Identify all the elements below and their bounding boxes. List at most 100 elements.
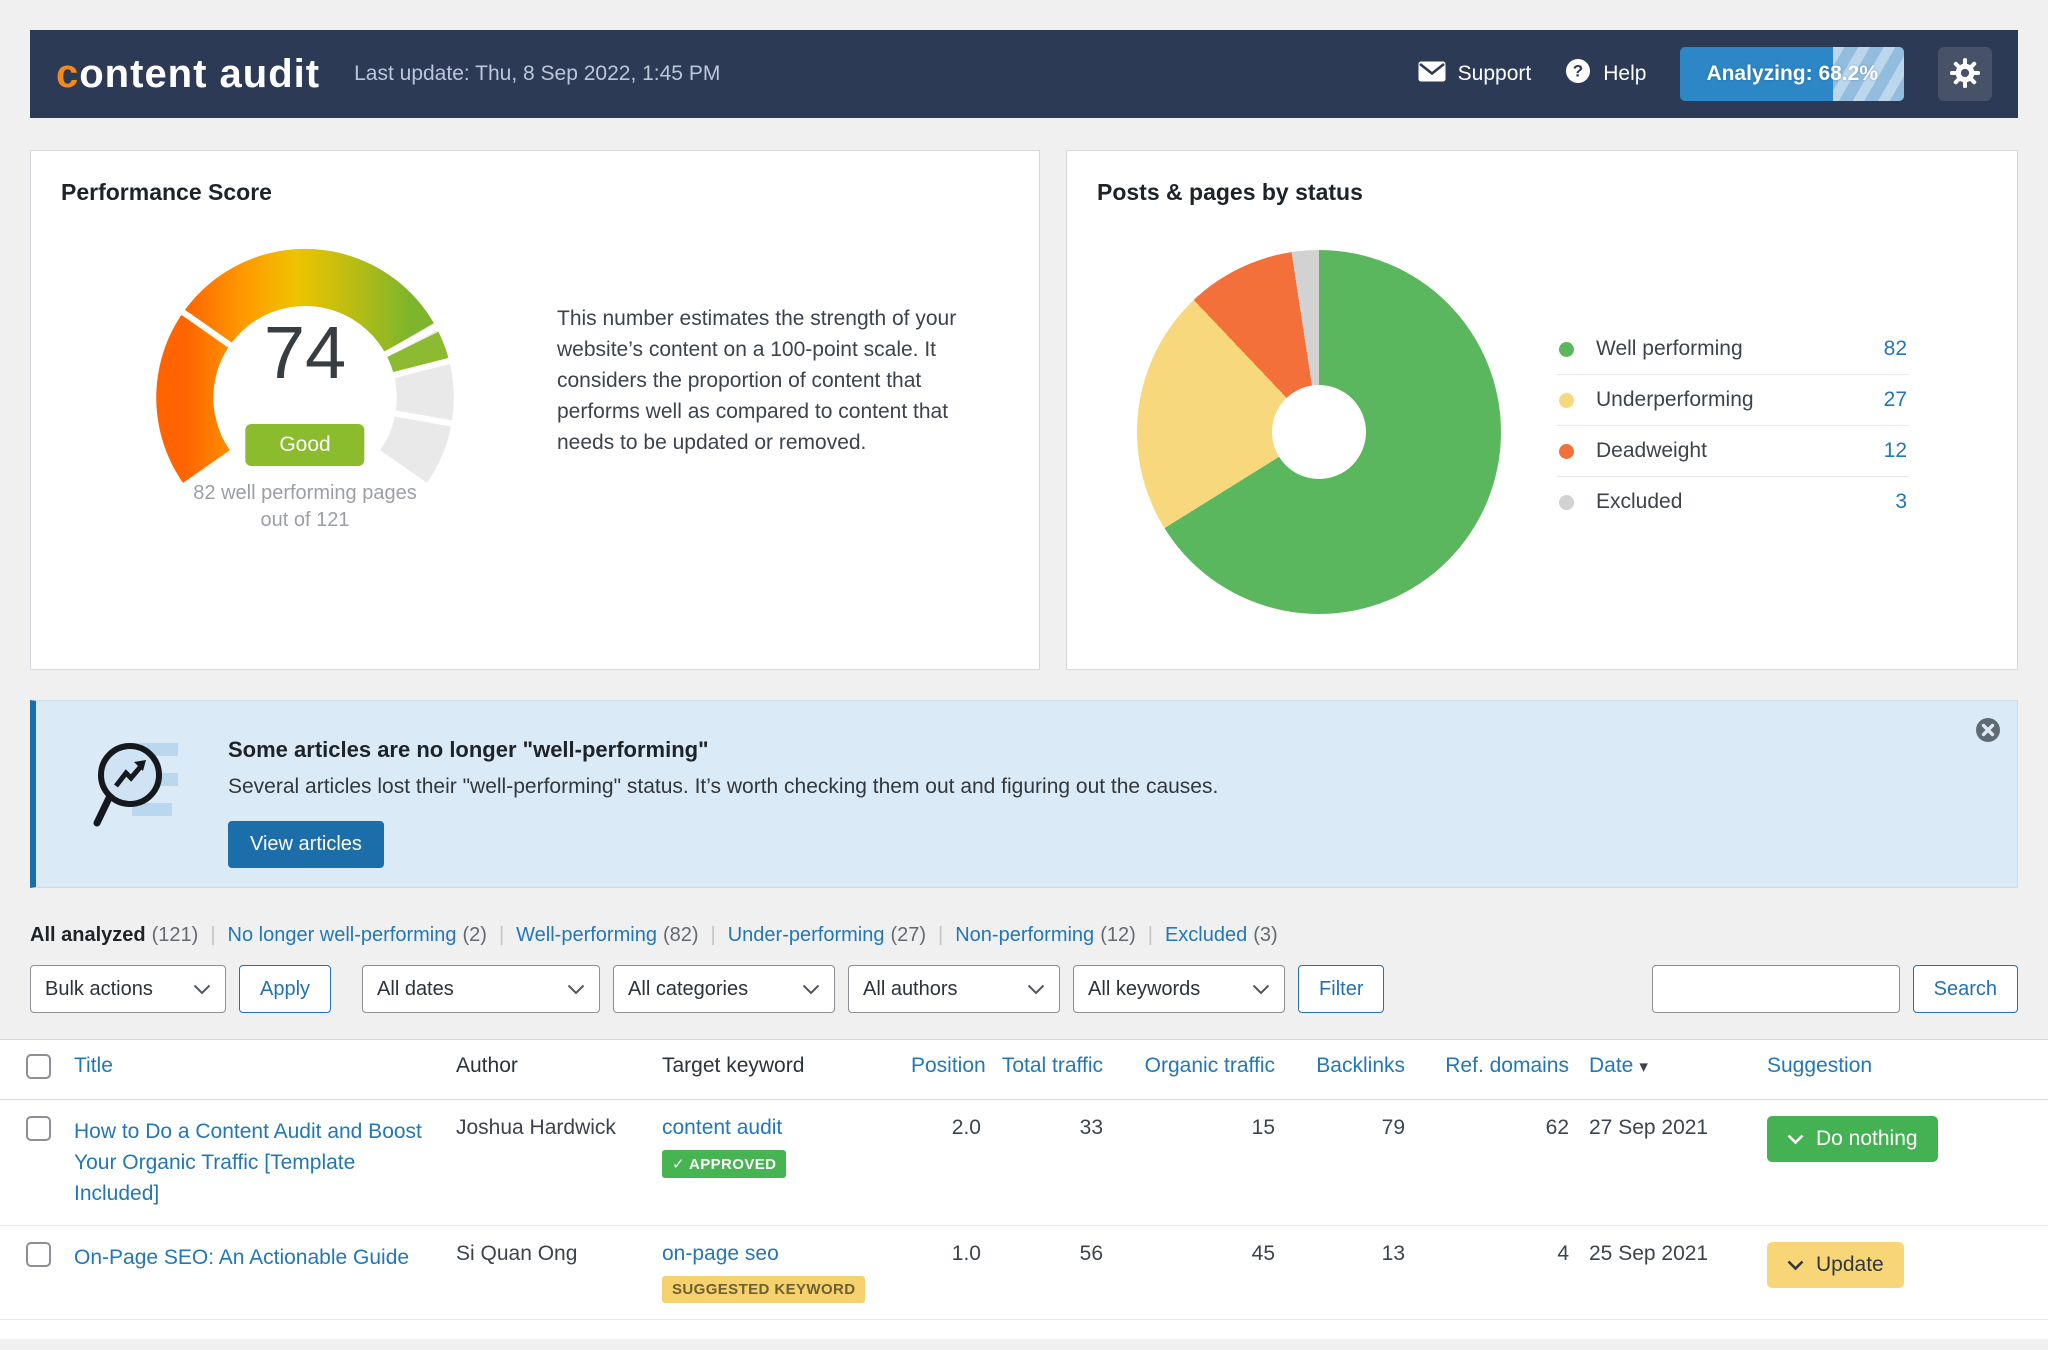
legend-label: Well performing <box>1596 337 1743 360</box>
analyzing-progress-button[interactable]: Analyzing: 68.2% <box>1680 47 1904 101</box>
column-header-title[interactable]: Title <box>74 1054 113 1077</box>
suggestion-update-button[interactable]: Update <box>1767 1242 1904 1288</box>
search-input[interactable] <box>1651 965 1900 1013</box>
underperforming-dot-icon <box>1559 392 1574 408</box>
row-checkbox[interactable] <box>26 1242 51 1267</box>
suggested-keyword-badge: SUGGESTED KEYWORD <box>662 1276 866 1303</box>
question-circle-icon: ? <box>1565 58 1591 90</box>
chevron-down-icon <box>786 978 820 1001</box>
column-header-organic-traffic[interactable]: Organic traffic <box>1144 1054 1275 1077</box>
gauge-rating-badge: Good <box>245 424 365 466</box>
all-authors-select[interactable]: All authors <box>848 965 1061 1013</box>
filter-button[interactable]: Filter <box>1298 965 1385 1013</box>
apply-button[interactable]: Apply <box>239 965 332 1013</box>
legend-row-underperforming[interactable]: Underperforming 27 <box>1557 375 1909 426</box>
ref-domains-cell: 62 <box>1545 1116 1569 1139</box>
organic-traffic-cell: 15 <box>1251 1116 1275 1139</box>
top-bar: content audit Last update: Thu, 8 Sep 20… <box>30 30 2018 118</box>
date-cell: 25 Sep 2021 <box>1589 1242 1709 1265</box>
column-header-date[interactable]: Date ▾ <box>1589 1054 1648 1077</box>
column-header-target-keyword: Target keyword <box>662 1054 805 1077</box>
legend-value-link[interactable]: 82 <box>1883 337 1907 360</box>
magnifier-trend-icon <box>92 735 184 887</box>
all-categories-select[interactable]: All categories <box>613 965 836 1013</box>
author-cell: Joshua Hardwick <box>456 1116 616 1139</box>
app-logo: content audit <box>56 52 320 97</box>
view-articles-button[interactable]: View articles <box>228 821 384 868</box>
table-row: How to Do a Content Audit and Boost Your… <box>0 1100 2048 1226</box>
column-header-total-traffic[interactable]: Total traffic <box>1001 1054 1103 1077</box>
banner-close-button[interactable] <box>1975 717 2001 743</box>
legend-value-link[interactable]: 27 <box>1883 388 1907 411</box>
banner-body: Several articles lost their "well-perfor… <box>228 775 1219 798</box>
sort-desc-icon: ▾ <box>1639 1057 1648 1076</box>
column-header-ref-domains[interactable]: Ref. domains <box>1445 1054 1569 1077</box>
all-dates-select[interactable]: All dates <box>362 965 601 1013</box>
settings-button[interactable] <box>1938 47 1992 101</box>
gauge-chart <box>156 248 462 483</box>
author-cell: Si Quan Ong <box>456 1242 578 1265</box>
banner-content: Some articles are no longer "well-perfor… <box>228 737 1218 887</box>
legend-label: Excluded <box>1596 490 1683 513</box>
banner-title: Some articles are no longer "well-perfor… <box>228 737 709 762</box>
legend-row-deadweight[interactable]: Deadweight 12 <box>1557 426 1909 477</box>
status-filter-links: All analyzed(121) No longer well-perform… <box>30 924 2018 947</box>
target-keyword-link[interactable]: content audit <box>662 1116 783 1139</box>
article-title-link[interactable]: On-Page SEO: An Actionable Guide <box>74 1246 410 1269</box>
suggestion-do-nothing-button[interactable]: Do nothing <box>1767 1116 1938 1162</box>
search-button[interactable]: Search <box>1912 965 2018 1013</box>
deadweight-dot-icon <box>1559 443 1574 459</box>
gauge-fill <box>156 248 434 483</box>
column-header-backlinks[interactable]: Backlinks <box>1316 1054 1405 1077</box>
filter-excluded[interactable]: Excluded (3) <box>1164 924 1278 946</box>
articles-table: Title Author Target keyword Position Tot… <box>0 1039 2048 1339</box>
column-header-author: Author <box>456 1054 518 1077</box>
legend-value-link[interactable]: 12 <box>1883 439 1907 462</box>
summary-cards: Performance Score <box>30 150 2018 670</box>
column-header-suggestion[interactable]: Suggestion <box>1767 1054 1873 1077</box>
legend-row-excluded[interactable]: Excluded 3 <box>1557 477 1909 527</box>
filter-no-longer-well-performing[interactable]: No longer well-performing (2) <box>228 924 517 947</box>
envelope-icon <box>1418 61 1446 88</box>
legend-value-link[interactable]: 3 <box>1895 490 1907 513</box>
target-keyword-link[interactable]: on-page seo <box>662 1242 779 1265</box>
filter-non-performing[interactable]: Non-performing (12) <box>955 924 1165 947</box>
excluded-dot-icon <box>1559 494 1574 510</box>
last-update-text: Last update: Thu, 8 Sep 2022, 1:45 PM <box>354 62 721 85</box>
filter-well-performing[interactable]: Well-performing (82) <box>516 924 728 947</box>
gauge-dividers <box>173 304 462 429</box>
close-icon <box>1975 718 2001 746</box>
all-keywords-select[interactable]: All keywords <box>1073 965 1286 1013</box>
filter-all-analyzed[interactable]: All analyzed (121) <box>30 924 228 947</box>
gear-icon <box>1949 57 1981 92</box>
keyword-cell: content audit ✓ APPROVED <box>652 1100 901 1194</box>
organic-traffic-cell: 45 <box>1251 1242 1275 1265</box>
bulk-actions-select[interactable]: Bulk actions <box>30 965 226 1013</box>
legend-row-well-performing[interactable]: Well performing 82 <box>1557 324 1909 375</box>
article-title-link[interactable]: How to Do a Content Audit and Boost Your… <box>74 1120 422 1205</box>
backlinks-cell: 13 <box>1381 1242 1405 1265</box>
gauge-caption-line1: 82 well performing pages <box>193 482 417 504</box>
column-header-position[interactable]: Position <box>911 1054 986 1077</box>
performance-card-title: Performance Score <box>61 179 272 205</box>
performance-score-card: Performance Score <box>30 150 1040 670</box>
filter-under-performing[interactable]: Under-performing (27) <box>728 924 956 947</box>
chevron-down-icon <box>551 978 585 1001</box>
gauge-caption: 82 well performing pages out of 121 <box>119 480 491 534</box>
gauge-score-value: 74 <box>263 311 347 394</box>
gauge-caption-line2: out of 121 <box>260 509 350 531</box>
backlinks-cell: 79 <box>1381 1116 1405 1139</box>
analyzing-label: Analyzing: 68.2% <box>1706 62 1878 85</box>
well-performing-dot-icon <box>1559 341 1574 357</box>
logo-rest: ontent audit <box>79 51 321 96</box>
status-legend: Well performing 82 Underperforming 27 De… <box>1557 324 1909 614</box>
support-link[interactable]: Support <box>1418 61 1531 88</box>
chevron-down-icon <box>1787 1253 1804 1277</box>
help-link[interactable]: ? Help <box>1565 58 1646 90</box>
table-controls: Bulk actions Apply All dates All categor… <box>30 965 2018 1013</box>
svg-text:?: ? <box>1573 62 1583 81</box>
legend-label: Underperforming <box>1596 388 1754 411</box>
select-all-checkbox[interactable] <box>26 1054 51 1079</box>
row-checkbox[interactable] <box>26 1116 51 1141</box>
chevron-down-icon <box>1787 1127 1804 1151</box>
